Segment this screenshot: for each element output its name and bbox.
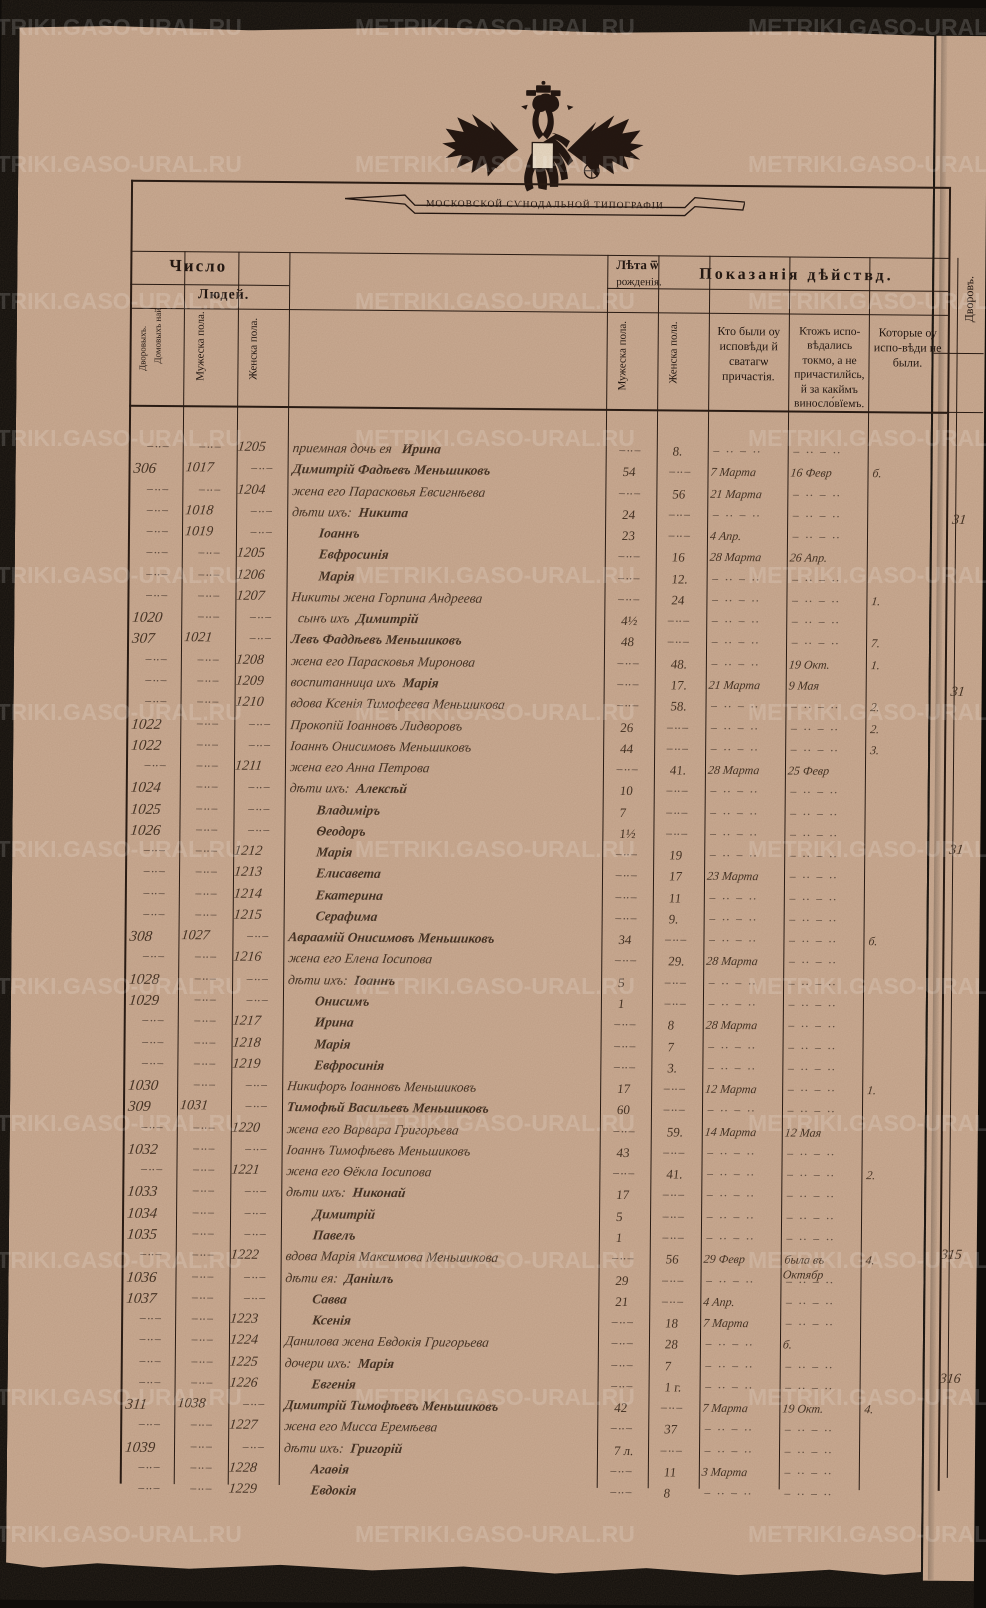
svg-text:МОСКОВСКОЙ СѴНОДАЛЬНОЙ ТИПОГРА: МОСКОВСКОЙ СѴНОДАЛЬНОЙ ТИПОГРАФІИ <box>426 197 664 211</box>
